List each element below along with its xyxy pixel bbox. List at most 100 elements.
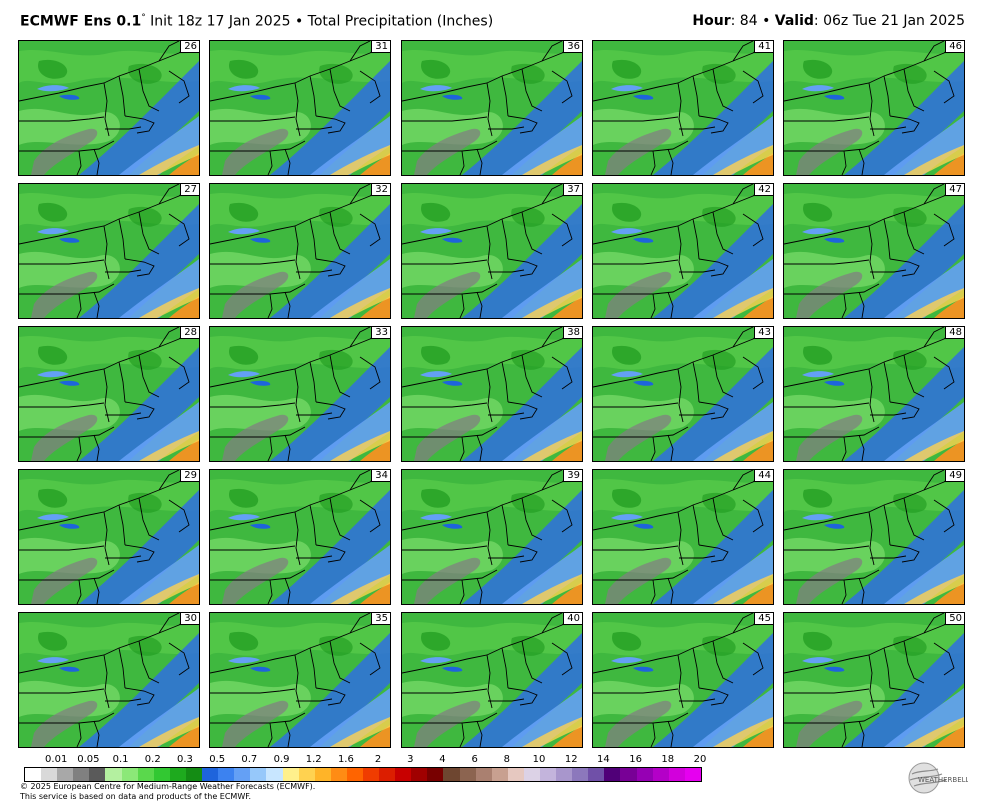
ensemble-panel: 40 — [401, 612, 583, 748]
legend-swatch — [668, 768, 685, 781]
legend-tick: 8 — [503, 754, 511, 765]
precip-map — [19, 327, 199, 461]
precip-map — [402, 41, 582, 175]
precip-map — [210, 613, 390, 747]
legend-swatch — [266, 768, 283, 781]
precip-map — [784, 184, 964, 318]
member-number: 30 — [180, 613, 199, 625]
ensemble-panel: 36 — [401, 40, 583, 176]
member-number: 35 — [371, 613, 390, 625]
legend-swatch — [588, 768, 605, 781]
legend-swatch — [346, 768, 363, 781]
legend-tick: 0.01 — [45, 754, 68, 765]
precip-map — [593, 41, 773, 175]
ensemble-panel: 30 — [18, 612, 200, 748]
legend-swatch — [185, 768, 203, 781]
member-number: 33 — [371, 327, 390, 339]
member-number: 26 — [180, 41, 199, 53]
legend-colorbar — [24, 767, 702, 782]
legend-swatch — [411, 768, 428, 781]
legend-tick: 0.2 — [144, 754, 161, 765]
legend-tick: 6 — [471, 754, 478, 765]
legend-swatch — [137, 768, 154, 781]
ensemble-panel: 41 — [592, 40, 774, 176]
member-number: 48 — [945, 327, 964, 339]
precip-map — [19, 184, 199, 318]
ensemble-panel: 44 — [592, 469, 774, 605]
legend-swatch — [89, 768, 106, 781]
legend-swatch — [427, 768, 444, 781]
precip-map — [402, 184, 582, 318]
precip-map — [210, 327, 390, 461]
member-number: 32 — [371, 184, 390, 196]
valid-label: Valid — [774, 13, 814, 29]
precip-map — [784, 470, 964, 604]
ensemble-panel: 50 — [783, 612, 965, 748]
ensemble-panel: 47 — [783, 183, 965, 319]
legend-swatch — [475, 768, 492, 781]
legend-swatch — [330, 768, 347, 781]
legend-swatch — [459, 768, 476, 781]
legend-tick: 0.1 — [112, 754, 129, 765]
hour-label: Hour — [692, 13, 731, 29]
member-number: 41 — [754, 41, 773, 53]
legend-swatch — [25, 768, 42, 781]
legend-tick: 1.6 — [337, 754, 354, 765]
legend-tick: 12 — [564, 754, 578, 765]
ensemble-panel: 39 — [401, 469, 583, 605]
legend-swatch — [507, 768, 524, 781]
ensemble-panel: 42 — [592, 183, 774, 319]
precip-map — [402, 327, 582, 461]
legend-tick: 1.2 — [305, 754, 322, 765]
copyright-footer: © 2025 European Centre for Medium-Range … — [20, 782, 315, 802]
precip-map — [402, 470, 582, 604]
legend-swatch — [379, 768, 396, 781]
member-number: 31 — [371, 41, 390, 53]
member-number: 40 — [563, 613, 582, 625]
precip-map — [784, 613, 964, 747]
precip-map — [593, 327, 773, 461]
legend-swatch — [362, 768, 380, 781]
ensemble-panel: 49 — [783, 469, 965, 605]
footer-line-2: This service is based on data and produc… — [20, 792, 252, 801]
precip-legend: 0.01 0.05 0.1 0.2 0.3 0.5 0.7 0.9 1.2 1.6 2 3 4 6 8 10 1… — [24, 754, 706, 784]
precip-map — [19, 613, 199, 747]
member-number: 42 — [754, 184, 773, 196]
legend-swatch — [620, 768, 637, 781]
member-number: 49 — [945, 470, 964, 482]
ensemble-member-grid: 26 31 36 41 46 27 32 37 42 47 28 33 38 43 48 29 34 39 44 49… — [18, 40, 968, 750]
footer-line-1: © 2025 European Centre for Medium-Range … — [20, 782, 316, 791]
member-number: 50 — [945, 613, 964, 625]
legend-tick: 16 — [629, 754, 642, 765]
legend-swatch — [153, 768, 170, 781]
member-number: 29 — [180, 470, 199, 482]
legend-swatch — [556, 768, 573, 781]
legend-swatch — [652, 768, 669, 781]
ensemble-panel: 26 — [18, 40, 200, 176]
legend-swatch — [314, 768, 331, 781]
member-number: 36 — [563, 41, 582, 53]
init-text: Init 18z 17 Jan 2025 • Total Precipitati… — [145, 13, 494, 30]
ensemble-panel: 48 — [783, 326, 965, 462]
legend-tick: 3 — [407, 754, 414, 765]
header: ECMWF Ens 0.1° Init 18z 17 Jan 2025 • To… — [0, 0, 984, 38]
precip-map — [210, 41, 390, 175]
legend-tick: 14 — [597, 754, 610, 765]
precip-map — [784, 41, 964, 175]
legend-tick: 0.3 — [176, 754, 193, 765]
legend-ticks: 0.01 0.05 0.1 0.2 0.3 0.5 0.7 0.9 1.2 1.6 2 3 4 6 8 10 1… — [24, 754, 706, 767]
precip-map — [402, 613, 582, 747]
member-number: 27 — [180, 184, 199, 196]
legend-tick: 2 — [374, 754, 382, 765]
legend-swatch — [282, 768, 299, 781]
degree-symbol: ° — [141, 13, 146, 23]
legend-swatch — [395, 768, 412, 781]
logo-text: WEATHERBELL — [918, 776, 968, 784]
legend-tick: 10 — [532, 754, 546, 765]
legend-tick: 0.05 — [77, 754, 100, 765]
valid-value: : 06z Tue 21 Jan 2025 — [813, 13, 965, 29]
legend-tick: 0.7 — [241, 754, 258, 765]
weatherbell-logo: WEATHERBELL — [908, 762, 968, 794]
legend-swatch — [234, 768, 251, 781]
ensemble-panel: 38 — [401, 326, 583, 462]
